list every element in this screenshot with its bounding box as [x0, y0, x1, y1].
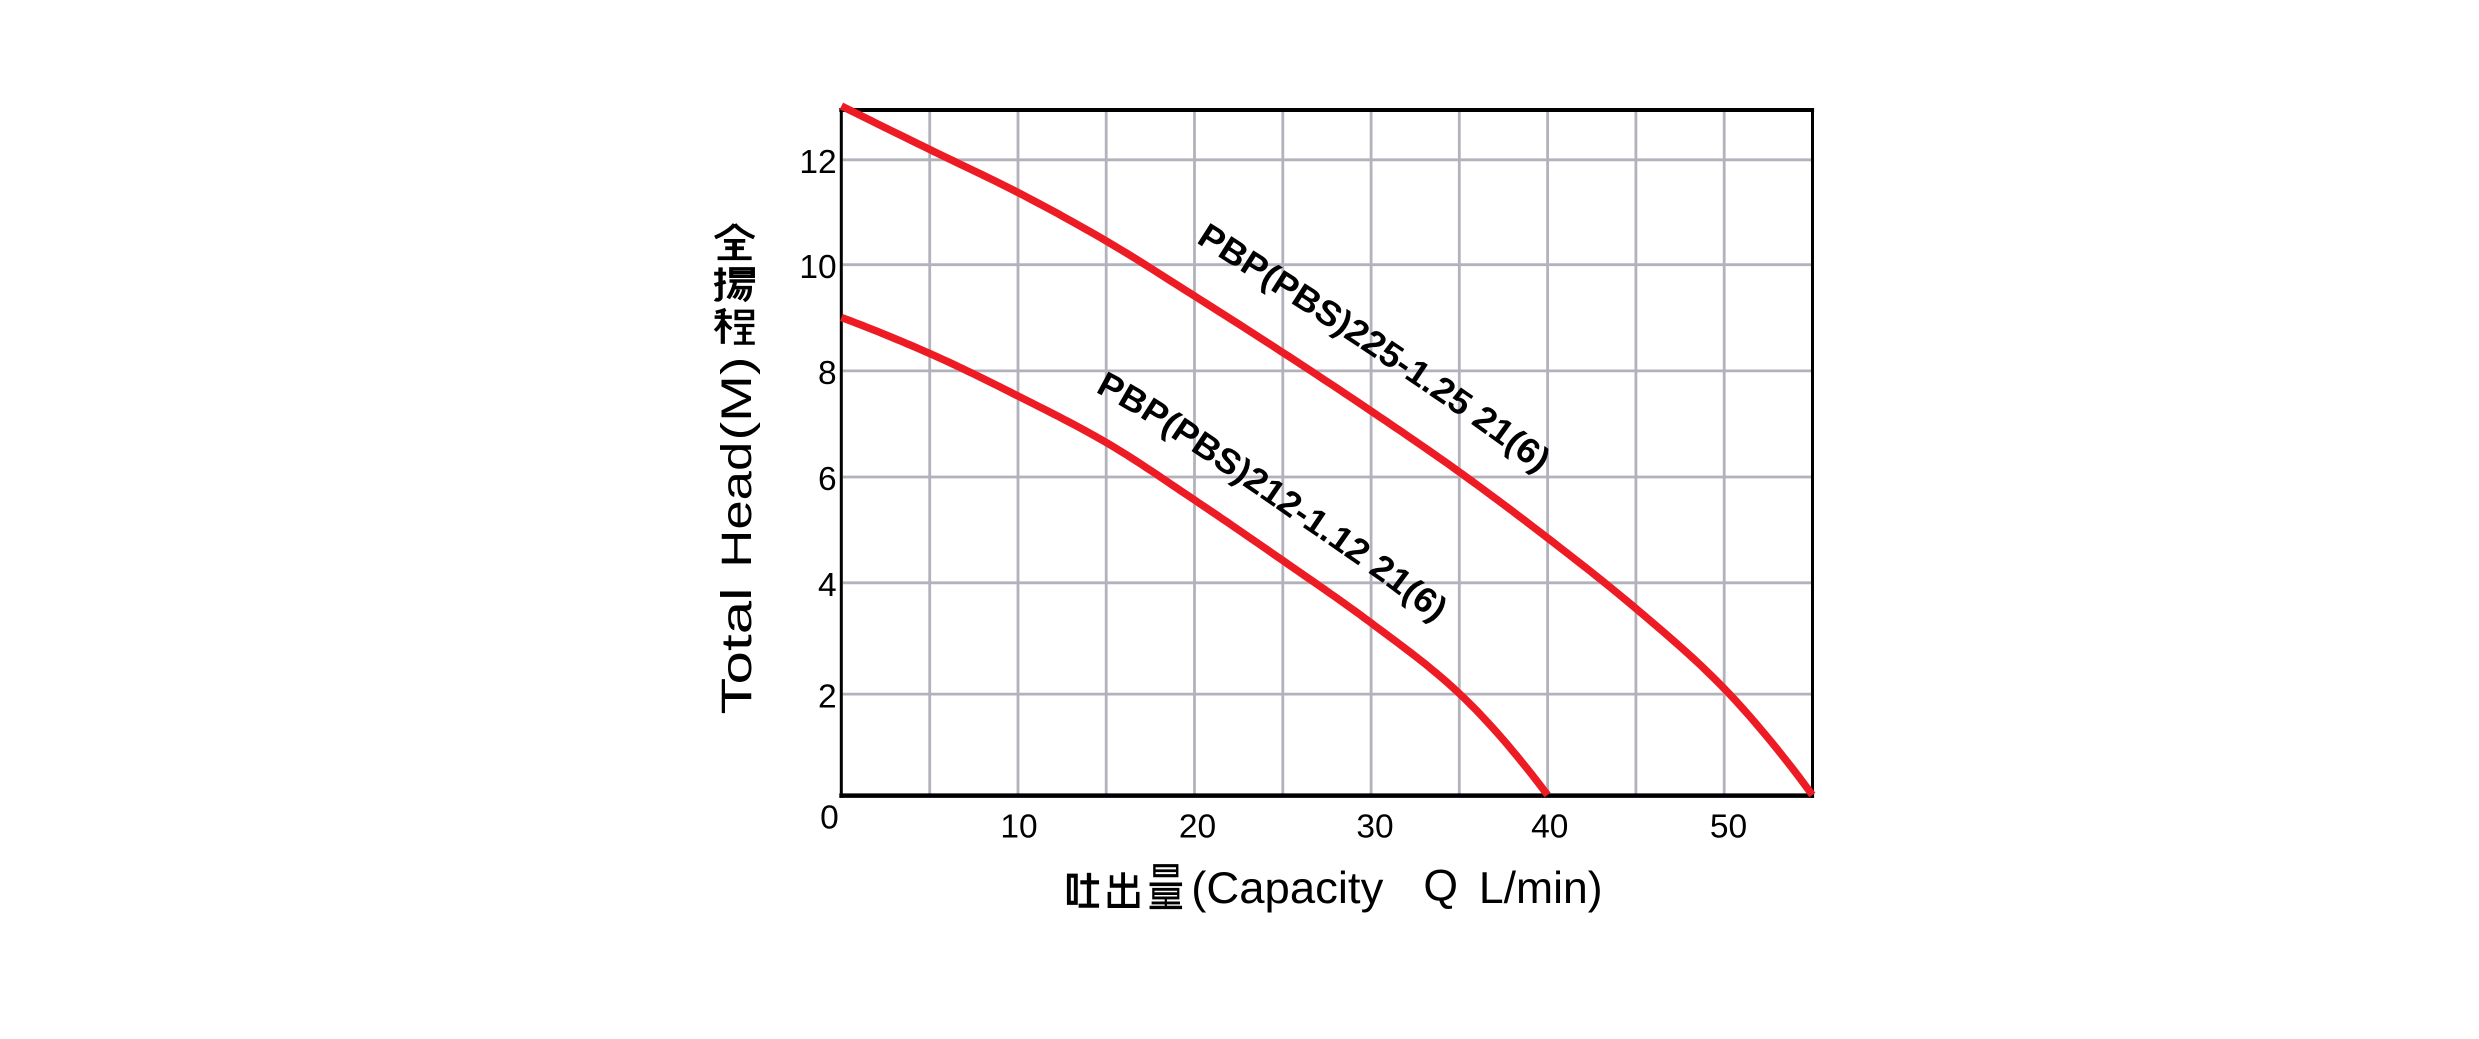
svg-text:10: 10 — [799, 249, 836, 286]
svg-text:Head: Head — [713, 442, 761, 568]
svg-text:30: 30 — [1356, 809, 1393, 846]
svg-text:Q: Q — [1423, 862, 1458, 911]
svg-text:12: 12 — [799, 144, 836, 181]
svg-text:Total: Total — [713, 588, 761, 715]
svg-text:40: 40 — [1531, 809, 1568, 846]
svg-text:8: 8 — [818, 355, 837, 392]
svg-text:(Capacity: (Capacity — [1191, 864, 1384, 913]
svg-text:2: 2 — [818, 678, 837, 715]
svg-text:10: 10 — [1000, 809, 1037, 846]
svg-text:L/min): L/min) — [1479, 864, 1603, 913]
svg-text:(M): (M) — [713, 357, 761, 441]
svg-text:4: 4 — [818, 567, 837, 604]
svg-text:20: 20 — [1179, 809, 1216, 846]
svg-text:50: 50 — [1710, 809, 1747, 846]
svg-text:0: 0 — [820, 800, 839, 837]
svg-text:6: 6 — [818, 461, 837, 498]
